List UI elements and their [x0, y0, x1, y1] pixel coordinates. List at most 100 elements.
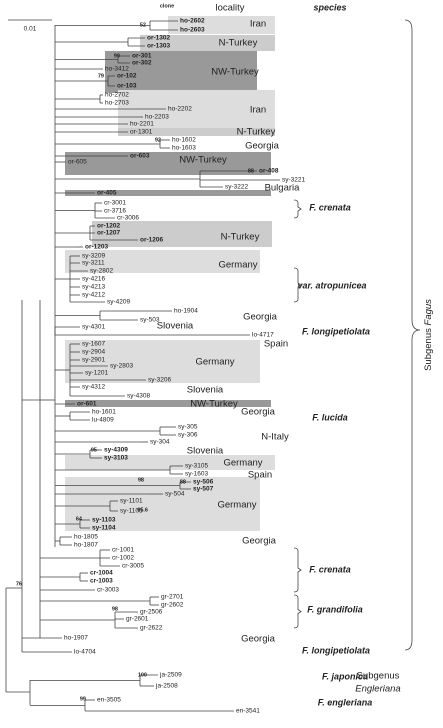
- tip-label: sy-3211: [82, 260, 105, 267]
- support-value: 95: [91, 447, 97, 453]
- tip-label: or-1302: [147, 35, 171, 42]
- support-value: 79: [98, 73, 104, 79]
- locality-label: Iran: [250, 105, 266, 116]
- tip-label: or-605: [68, 159, 87, 166]
- locality-label: Spain: [248, 470, 272, 481]
- tip-label: or-1206: [140, 237, 164, 244]
- region-box: [92, 221, 272, 247]
- tip-label: ho-2603: [180, 27, 205, 34]
- locality-label: N-Turkey: [237, 127, 276, 138]
- locality-label: Georgia: [243, 312, 278, 323]
- tip-label: sy-1103: [92, 517, 116, 524]
- tip-label: sy-4308: [127, 393, 151, 400]
- locality-label: NW-Turkey: [211, 67, 259, 78]
- header-locality: locality: [215, 3, 244, 14]
- subgenus-label: Subgenus: [357, 671, 400, 682]
- support-value: 65.6: [137, 507, 148, 513]
- species-label: F. crenata: [309, 564, 351, 574]
- species-label: F. longipetiolata: [302, 326, 370, 336]
- subgenus-label: Subgenus: [423, 328, 434, 371]
- region-box: [65, 340, 260, 383]
- tip-label: cr-1004: [90, 570, 113, 577]
- tip-label: gr-2601: [126, 616, 149, 623]
- locality-label: Bulgaria: [265, 183, 301, 194]
- subgenus-brace: [404, 19, 421, 651]
- species-label: F. crenata: [309, 202, 351, 212]
- region-box: [118, 128, 275, 136]
- tip-label: cr-1003: [90, 578, 113, 585]
- tip-label: en-3541: [236, 708, 260, 715]
- tip-label: cr-3005: [122, 563, 144, 570]
- support-value: 52: [140, 22, 146, 28]
- subgenus-name: Fagus: [423, 299, 434, 326]
- region-box: [140, 35, 275, 51]
- region-box: [105, 51, 257, 93]
- tip-label: gr-2701: [161, 594, 184, 601]
- tip-label: ho-1807: [74, 542, 98, 549]
- tip-label: sy-503: [140, 317, 160, 324]
- support-value: 88: [248, 168, 254, 174]
- tip-label: or-1301: [130, 129, 153, 136]
- tip-label: en-3505: [97, 697, 121, 704]
- locality-label: NW-Turkey: [190, 399, 238, 410]
- tip-label: or-601: [77, 401, 97, 408]
- tip-label: ho-1602: [172, 137, 196, 144]
- tip-label: ja-2509: [159, 672, 182, 679]
- tip-label: sy-1603: [185, 471, 209, 478]
- tip-label: ho-1603: [172, 145, 196, 152]
- tip-label: sy-3209: [82, 253, 106, 260]
- tip-label: sy-2803: [110, 363, 134, 370]
- tip-label: sy-3222: [225, 184, 249, 191]
- locality-label: NW-Turkey: [179, 155, 227, 166]
- locality-label: Germany: [218, 260, 257, 271]
- region-box: [65, 190, 271, 196]
- support-value: 64: [76, 516, 83, 522]
- locality-label: N-Italy: [261, 432, 289, 443]
- locality-label: Germany: [223, 458, 262, 469]
- scale-label: 0.01: [24, 26, 37, 33]
- support-value: 99: [114, 53, 120, 59]
- tip-label: or-405: [97, 190, 117, 197]
- tip-label: ho-1601: [92, 409, 116, 416]
- locality-label: Slovenia: [187, 446, 224, 457]
- species-bracket: [293, 547, 302, 593]
- subgenus-name: Engleriana: [355, 684, 400, 695]
- locality-label: Georgia: [241, 407, 276, 418]
- tip-label: ho-2201: [130, 121, 154, 128]
- tip-label: sy-3105: [185, 463, 209, 470]
- tip-label: lo-4717: [252, 332, 274, 339]
- locality-label: Germany: [217, 500, 256, 511]
- tip-label: sy-1104: [92, 525, 116, 532]
- species-label: F. lucida: [312, 412, 348, 422]
- support-value: 92: [155, 137, 161, 143]
- region-box: [168, 16, 275, 34]
- species-label: F. engleriana: [318, 697, 373, 707]
- tip-label: cr-1001: [112, 547, 134, 554]
- tip-label: ho-2202: [168, 106, 192, 113]
- species-bracket: [293, 267, 302, 303]
- locality-label: Slovenia: [157, 321, 194, 332]
- support-value: 100: [138, 672, 147, 678]
- locality-label: N-Turkey: [221, 232, 260, 243]
- tip-label: ho-2203: [145, 114, 169, 121]
- locality-label: Georgia: [242, 536, 277, 547]
- region-box: [65, 152, 271, 175]
- tip-label: sy-1607: [82, 341, 106, 348]
- header-clone: clone: [160, 3, 174, 9]
- tip-label: sy-4209: [107, 299, 131, 306]
- locality-label: N-Turkey: [219, 38, 258, 49]
- tip-label: sy-4312: [82, 384, 106, 391]
- species-bracket: [293, 594, 302, 629]
- tip-label: cr-1002: [112, 555, 134, 562]
- tip-label: or-102: [117, 73, 137, 80]
- tip-label: lu-4809: [92, 417, 114, 424]
- tip-label: ho-1907: [64, 635, 88, 642]
- tip-label: or-1207: [97, 230, 121, 237]
- locality-label: Spain: [264, 339, 288, 350]
- locality-label: Slovenia: [187, 385, 224, 396]
- tip-label: sy-4301: [82, 324, 106, 331]
- region-box: [65, 477, 260, 531]
- tip-label: cr-3001: [104, 200, 126, 207]
- subgenus-fagus: Subgenus Fagus: [423, 299, 434, 371]
